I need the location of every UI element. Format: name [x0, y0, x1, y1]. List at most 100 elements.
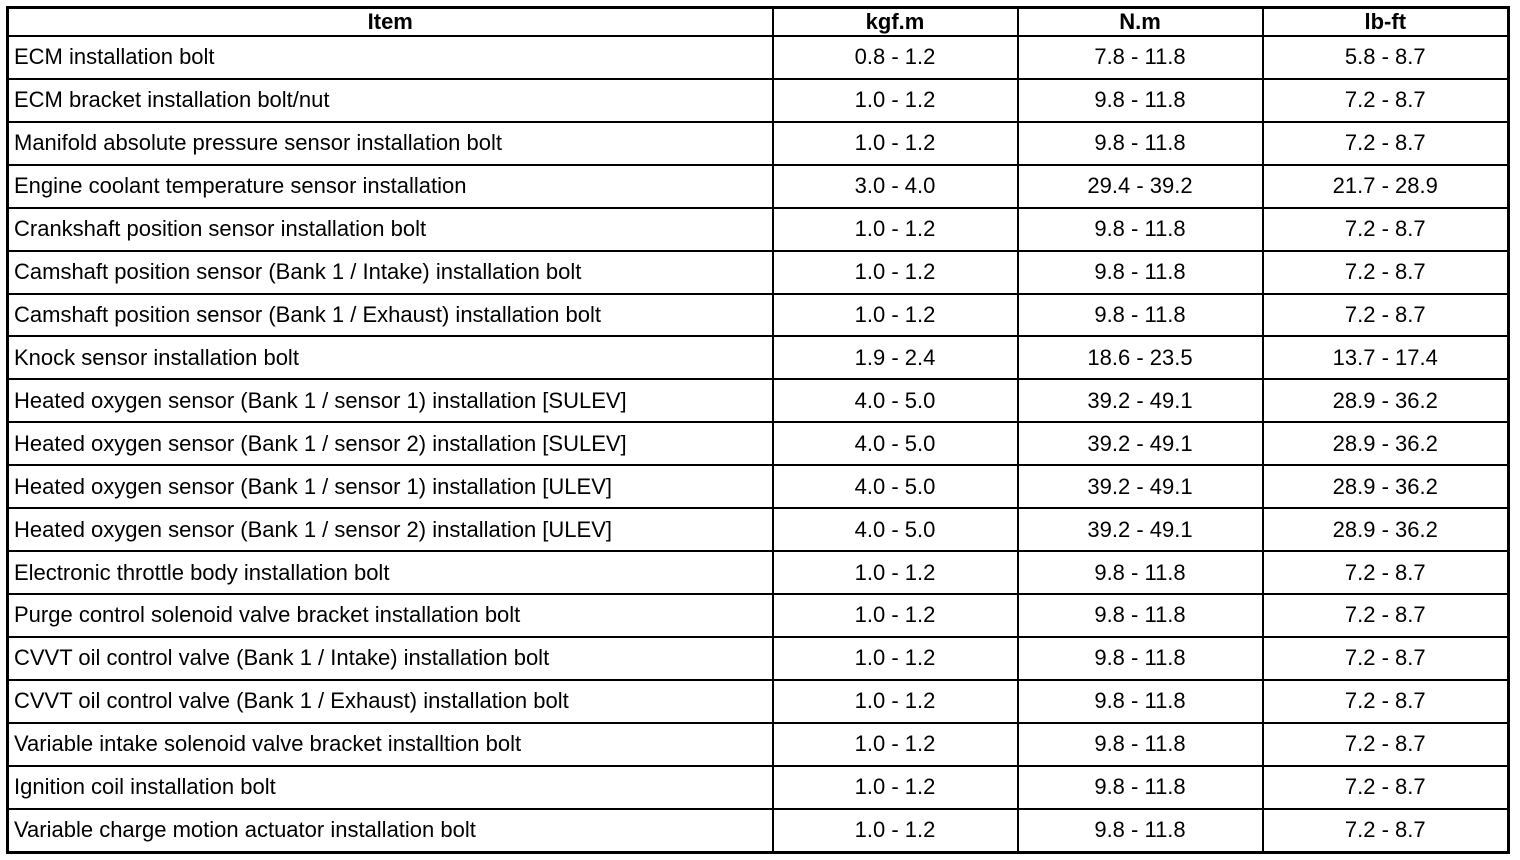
value-cell: 7.2 - 8.7: [1261, 764, 1510, 810]
item-cell: Camshaft position sensor (Bank 1 / Exhau…: [6, 292, 774, 338]
value-cell: 1.0 - 1.2: [771, 292, 1019, 338]
value-cell: 3.0 - 4.0: [771, 163, 1019, 209]
value-cell: 9.8 - 11.8: [1016, 721, 1264, 767]
value-cell: 18.6 - 23.5: [1016, 335, 1264, 381]
item-cell: Knock sensor installation bolt: [6, 335, 774, 381]
table-row: CVVT oil control valve (Bank 1 / Exhaust…: [6, 678, 1510, 724]
table-row: Variable intake solenoid valve bracket i…: [6, 721, 1510, 767]
value-cell: 4.0 - 5.0: [771, 421, 1019, 467]
table-row: Engine coolant temperature sensor instal…: [6, 163, 1510, 209]
header-cell: Item: [6, 6, 774, 37]
item-cell: Crankshaft position sensor installation …: [6, 206, 774, 252]
value-cell: 13.7 - 17.4: [1261, 335, 1510, 381]
table-row: ECM bracket installation bolt/nut 1.0 - 1…: [6, 77, 1510, 123]
value-cell: 9.8 - 11.8: [1016, 764, 1264, 810]
value-cell: 1.0 - 1.2: [771, 206, 1019, 252]
value-cell: 7.2 - 8.7: [1261, 249, 1510, 295]
value-cell: 1.0 - 1.2: [771, 764, 1019, 810]
value-cell: 1.0 - 1.2: [771, 635, 1019, 681]
table-row: Knock sensor installation bolt 1.9 - 2.4 1…: [6, 335, 1510, 381]
value-cell: 1.0 - 1.2: [771, 807, 1019, 854]
item-cell: Heated oxygen sensor (Bank 1 / sensor 1)…: [6, 464, 774, 510]
table-row: ECM installation bolt 0.8 - 1.2 7.8 - 11.8…: [6, 35, 1510, 80]
item-cell: Manifold absolute pressure sensor instal…: [6, 120, 774, 166]
value-cell: 1.0 - 1.2: [771, 721, 1019, 767]
item-cell: Engine coolant temperature sensor instal…: [6, 163, 774, 209]
table-row: Electronic throttle body installation bo…: [6, 550, 1510, 595]
item-cell: ECM bracket installation bolt/nut: [6, 77, 774, 123]
item-cell: Variable charge motion actuator installa…: [6, 807, 774, 854]
table-row: CVVT oil control valve (Bank 1 / Intake)…: [6, 635, 1510, 681]
value-cell: 1.9 - 2.4: [771, 335, 1019, 381]
value-cell: 7.2 - 8.7: [1261, 292, 1510, 338]
value-cell: 9.8 - 11.8: [1016, 292, 1264, 338]
value-cell: 7.8 - 11.8: [1016, 35, 1264, 80]
value-cell: 28.9 - 36.2: [1261, 507, 1510, 553]
value-cell: 39.2 - 49.1: [1016, 464, 1264, 510]
item-cell: Heated oxygen sensor (Bank 1 / sensor 1)…: [6, 378, 774, 424]
item-cell: CVVT oil control valve (Bank 1 / Exhaust…: [6, 678, 774, 724]
value-cell: 9.8 - 11.8: [1016, 206, 1264, 252]
value-cell: 9.8 - 11.8: [1016, 635, 1264, 681]
table-row: Heated oxygen sensor (Bank 1 / sensor 2)…: [6, 421, 1510, 467]
value-cell: 7.2 - 8.7: [1261, 550, 1510, 595]
table-row: Heated oxygen sensor (Bank 1 / sensor 1)…: [6, 378, 1510, 424]
item-cell: ECM installation bolt: [6, 35, 774, 80]
item-cell: Ignition coil installation bolt: [6, 764, 774, 810]
header-cell: kgf.m: [771, 6, 1019, 37]
item-cell: Camshaft position sensor (Bank 1 / Intak…: [6, 249, 774, 295]
table-row: Camshaft position sensor (Bank 1 / Exhau…: [6, 292, 1510, 338]
item-cell: Variable intake solenoid valve bracket i…: [6, 721, 774, 767]
header-cell: N.m: [1016, 6, 1264, 37]
table-row: Purge control solenoid valve bracket ins…: [6, 592, 1510, 638]
item-cell: Electronic throttle body installation bo…: [6, 550, 774, 595]
value-cell: 9.8 - 11.8: [1016, 807, 1264, 854]
value-cell: 5.8 - 8.7: [1261, 35, 1510, 80]
item-cell: Purge control solenoid valve bracket ins…: [6, 592, 774, 638]
value-cell: 9.8 - 11.8: [1016, 120, 1264, 166]
header-cell: lb-ft: [1261, 6, 1510, 37]
value-cell: 9.8 - 11.8: [1016, 678, 1264, 724]
value-cell: 9.8 - 11.8: [1016, 592, 1264, 638]
table-row: Camshaft position sensor (Bank 1 / Intak…: [6, 249, 1510, 295]
table-row: Variable charge motion actuator installa…: [6, 807, 1510, 854]
table-row: Ignition coil installation bolt 1.0 - 1.2…: [6, 764, 1510, 810]
value-cell: 7.2 - 8.7: [1261, 592, 1510, 638]
value-cell: 39.2 - 49.1: [1016, 421, 1264, 467]
value-cell: 4.0 - 5.0: [771, 507, 1019, 553]
table-row: Crankshaft position sensor installation …: [6, 206, 1510, 252]
table-header: Item kgf.m N.m lb-ft: [6, 6, 1510, 37]
item-cell: CVVT oil control valve (Bank 1 / Intake)…: [6, 635, 774, 681]
value-cell: 1.0 - 1.2: [771, 592, 1019, 638]
value-cell: 39.2 - 49.1: [1016, 507, 1264, 553]
value-cell: 4.0 - 5.0: [771, 464, 1019, 510]
value-cell: 1.0 - 1.2: [771, 550, 1019, 595]
value-cell: 28.9 - 36.2: [1261, 378, 1510, 424]
value-cell: 7.2 - 8.7: [1261, 120, 1510, 166]
value-cell: 4.0 - 5.0: [771, 378, 1019, 424]
value-cell: 28.9 - 36.2: [1261, 421, 1510, 467]
value-cell: 7.2 - 8.7: [1261, 206, 1510, 252]
value-cell: 0.8 - 1.2: [771, 35, 1019, 80]
value-cell: 1.0 - 1.2: [771, 249, 1019, 295]
item-cell: Heated oxygen sensor (Bank 1 / sensor 2)…: [6, 507, 774, 553]
table-body: ECM installation bolt 0.8 - 1.2 7.8 - 11.8…: [6, 35, 1510, 854]
table-row: Heated oxygen sensor (Bank 1 / sensor 2)…: [6, 507, 1510, 553]
value-cell: 1.0 - 1.2: [771, 120, 1019, 166]
header-row: Item kgf.m N.m lb-ft: [6, 6, 1510, 37]
spec-table: Item kgf.m N.m lb-ft ECM installation bolt 0…: [6, 6, 1510, 854]
value-cell: 7.2 - 8.7: [1261, 77, 1510, 123]
value-cell: 7.2 - 8.7: [1261, 678, 1510, 724]
value-cell: 7.2 - 8.7: [1261, 635, 1510, 681]
value-cell: 7.2 - 8.7: [1261, 807, 1510, 854]
value-cell: 9.8 - 11.8: [1016, 77, 1264, 123]
value-cell: 29.4 - 39.2: [1016, 163, 1264, 209]
value-cell: 9.8 - 11.8: [1016, 550, 1264, 595]
value-cell: 1.0 - 1.2: [771, 77, 1019, 123]
item-cell: Heated oxygen sensor (Bank 1 / sensor 2)…: [6, 421, 774, 467]
value-cell: 9.8 - 11.8: [1016, 249, 1264, 295]
value-cell: 21.7 - 28.9: [1261, 163, 1510, 209]
table-row: Heated oxygen sensor (Bank 1 / sensor 1)…: [6, 464, 1510, 510]
value-cell: 7.2 - 8.7: [1261, 721, 1510, 767]
